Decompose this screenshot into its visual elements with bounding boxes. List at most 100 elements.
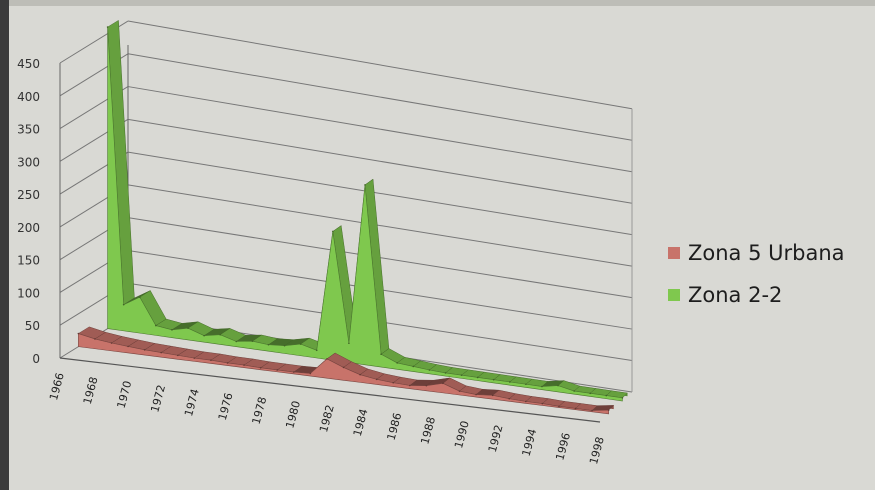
x-tick-label: 1990 [452,419,472,449]
data-point [475,393,477,396]
data-point [127,345,129,348]
y-tick-label: 400 [17,90,40,104]
data-point [524,400,527,403]
data-point [557,384,559,387]
chart-legend: Zona 5 Urbana Zona 2-2 [668,232,845,316]
data-point [348,342,350,345]
top-strip [0,0,875,6]
data-point [77,332,80,335]
data-point [210,359,212,362]
data-point [508,397,511,400]
y-tick-label: 0 [32,352,40,366]
y-tick-label: 150 [17,254,40,268]
data-point [138,296,141,298]
gridline [127,53,633,141]
x-tick-label: 1974 [182,387,202,417]
y-tick-label: 300 [17,155,40,169]
data-point [375,378,378,381]
data-point [428,369,431,371]
data-point [226,362,229,364]
data-point [171,329,173,331]
x-tick-label: 1986 [385,411,405,441]
data-point [491,394,494,397]
data-point [155,324,157,327]
x-tick-label: 1970 [115,379,135,409]
data-point [326,358,328,360]
data-point [380,353,382,356]
data-point [591,409,593,412]
data-point [193,357,196,359]
data-point [621,397,624,399]
data-point [458,390,461,392]
legend-label-zona-2-2: Zona 2-2 [688,283,783,307]
data-point [541,385,543,388]
data-point [243,364,245,366]
data-point [176,354,179,357]
data-point [106,26,109,28]
data-point [541,402,544,405]
gridline [127,20,633,110]
y-tick-label: 350 [17,123,40,137]
x-tick-label: 1972 [148,383,168,413]
x-tick-label: 1978 [250,395,270,425]
data-point [525,383,527,386]
data-point [589,392,592,395]
y-tick-label: 200 [17,221,40,235]
data-point [558,405,560,408]
data-point [342,366,345,369]
y-tick-label: 50 [25,319,40,333]
x-tick-label: 1976 [216,391,236,421]
data-point [283,344,286,347]
gridline [127,118,633,204]
data-point [251,340,254,342]
area-front-face [107,27,623,402]
data-point [160,351,163,354]
y-tick-label: 100 [17,286,40,300]
data-point [425,384,428,387]
data-point [508,381,511,383]
data-point [408,384,411,387]
data-point [299,343,302,345]
data-point [143,349,146,351]
data-point [203,334,205,337]
data-point [235,340,238,343]
legend-swatch-zona-5-urbana [668,247,680,259]
data-point [364,184,366,186]
data-point [460,374,463,376]
data-point [309,372,312,375]
data-point [573,390,575,392]
data-point [259,367,262,369]
data-point [94,338,96,340]
legend-swatch-zona-2-2 [668,289,680,301]
gridline [127,151,633,236]
x-tick-label: 1988 [418,415,438,445]
gridline [127,86,633,173]
data-point [122,303,125,306]
data-point [574,407,577,410]
data-point [315,349,318,352]
data-point [392,381,395,384]
x-tick-label: 1980 [283,399,303,429]
x-tick-label: 1996 [553,431,573,461]
data-point [605,394,608,397]
x-axis-line [59,357,601,423]
data-point [492,378,495,381]
data-point [442,382,444,385]
data-point [444,372,447,374]
gridline [127,184,633,267]
legend-item-zona-5-urbana: Zona 5 Urbana [668,232,845,274]
data-point [276,369,279,371]
data-point [412,365,415,368]
data-point [332,230,334,233]
data-point [219,333,222,336]
legend-label-zona-5-urbana: Zona 5 Urbana [688,241,845,265]
data-point [359,373,361,376]
y-tick-label: 450 [17,57,40,71]
x-tick-label: 1966 [47,371,67,401]
y-tick-label: 250 [17,188,40,202]
data-point [607,409,610,411]
x-tick-label: 1984 [351,407,371,437]
x-tick-label: 1968 [81,375,101,405]
